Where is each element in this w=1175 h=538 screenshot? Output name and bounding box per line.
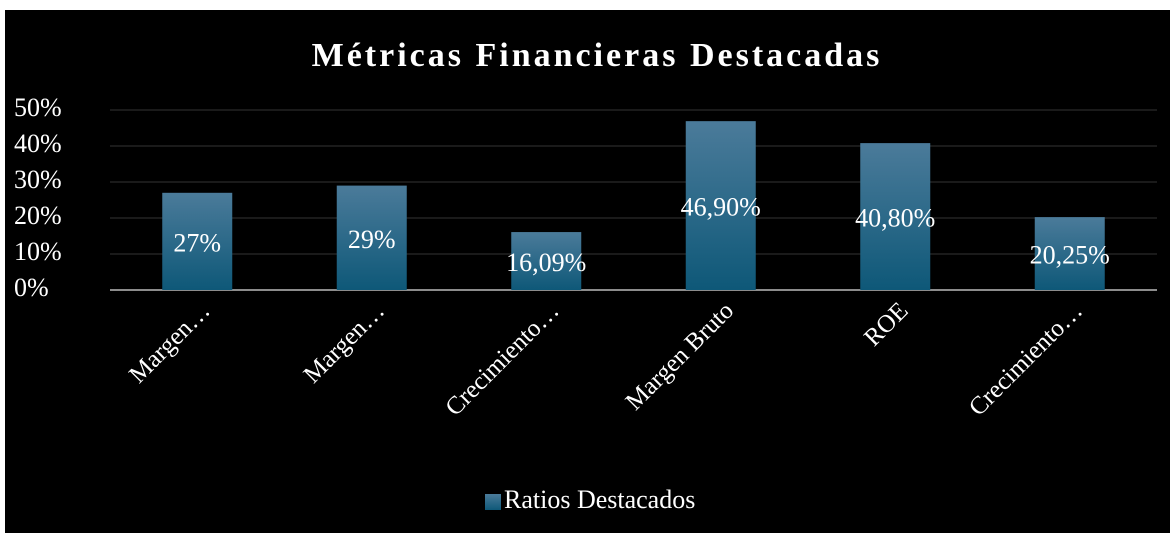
bar bbox=[511, 232, 582, 290]
y-tick-label: 50% bbox=[14, 93, 62, 122]
y-tick-label: 20% bbox=[14, 201, 62, 230]
chart-title: Métricas Financieras Destacadas bbox=[312, 37, 883, 74]
bar bbox=[860, 143, 931, 290]
y-tick-label: 40% bbox=[14, 129, 62, 158]
bar bbox=[336, 185, 407, 290]
bar bbox=[1034, 217, 1105, 290]
bar bbox=[162, 192, 233, 290]
y-tick-label: 10% bbox=[14, 237, 62, 266]
data-label: 16,09% bbox=[506, 248, 586, 277]
y-tick-label: 30% bbox=[14, 165, 62, 194]
data-label: 29% bbox=[348, 225, 396, 254]
data-label: 46,90% bbox=[681, 193, 761, 222]
data-label: 40,80% bbox=[855, 204, 935, 233]
bar bbox=[685, 121, 756, 290]
legend-label: Ratios Destacados bbox=[504, 485, 695, 514]
y-tick-label: 0% bbox=[14, 273, 49, 302]
data-label: 20,25% bbox=[1030, 241, 1110, 270]
data-label: 27% bbox=[173, 228, 221, 257]
legend-swatch bbox=[485, 494, 501, 510]
